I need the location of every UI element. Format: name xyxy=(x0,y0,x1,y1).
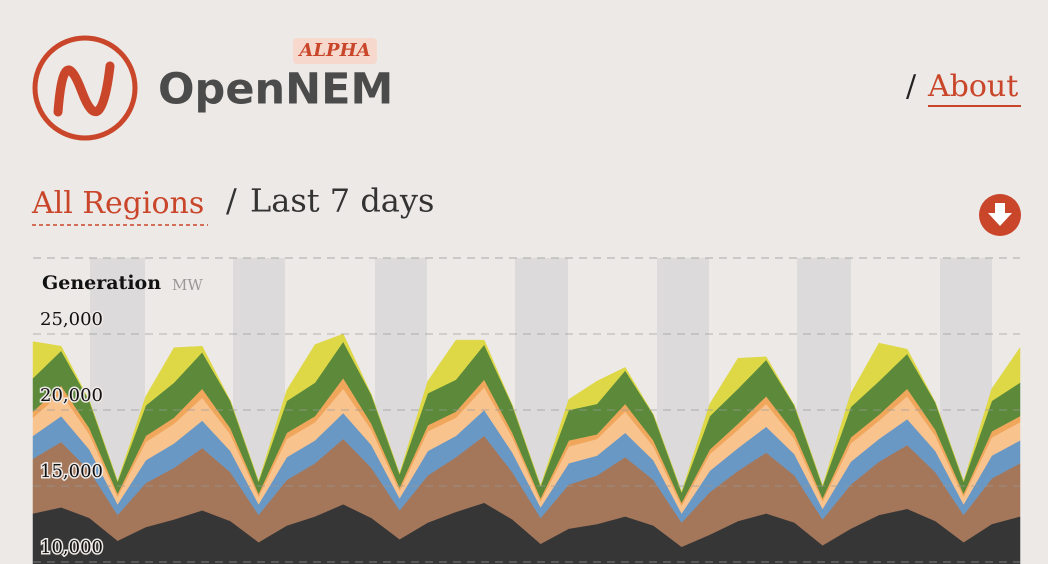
breadcrumb-separator: / xyxy=(226,182,237,220)
unit-label: MW xyxy=(172,276,203,294)
area xyxy=(32,333,1021,493)
logo-wave xyxy=(53,61,115,117)
y-tick-label: 10,000 xyxy=(40,537,103,558)
areas xyxy=(32,333,1021,564)
badge: ALPHA xyxy=(297,40,370,61)
brand[interactable]: OpenNEM xyxy=(158,65,393,115)
chart-title: Generation xyxy=(42,272,161,294)
y-tick-label: 15,000 xyxy=(40,461,103,482)
region-link[interactable]: All Regions xyxy=(31,186,204,221)
axis: 10,000 15,000 20,000 25,000 xyxy=(33,308,1020,563)
period: Last 7 days xyxy=(250,182,434,220)
download-button[interactable] xyxy=(979,194,1021,236)
download-arrow xyxy=(988,203,1012,226)
y-tick-label: 25,000 xyxy=(40,309,103,330)
logo[interactable] xyxy=(32,35,138,141)
badge-bg xyxy=(293,38,377,64)
nav-separator: / xyxy=(906,69,917,104)
logo-ring xyxy=(32,35,138,141)
about-link[interactable]: About xyxy=(927,69,1018,104)
y-tick-label: 20,000 xyxy=(40,385,103,406)
